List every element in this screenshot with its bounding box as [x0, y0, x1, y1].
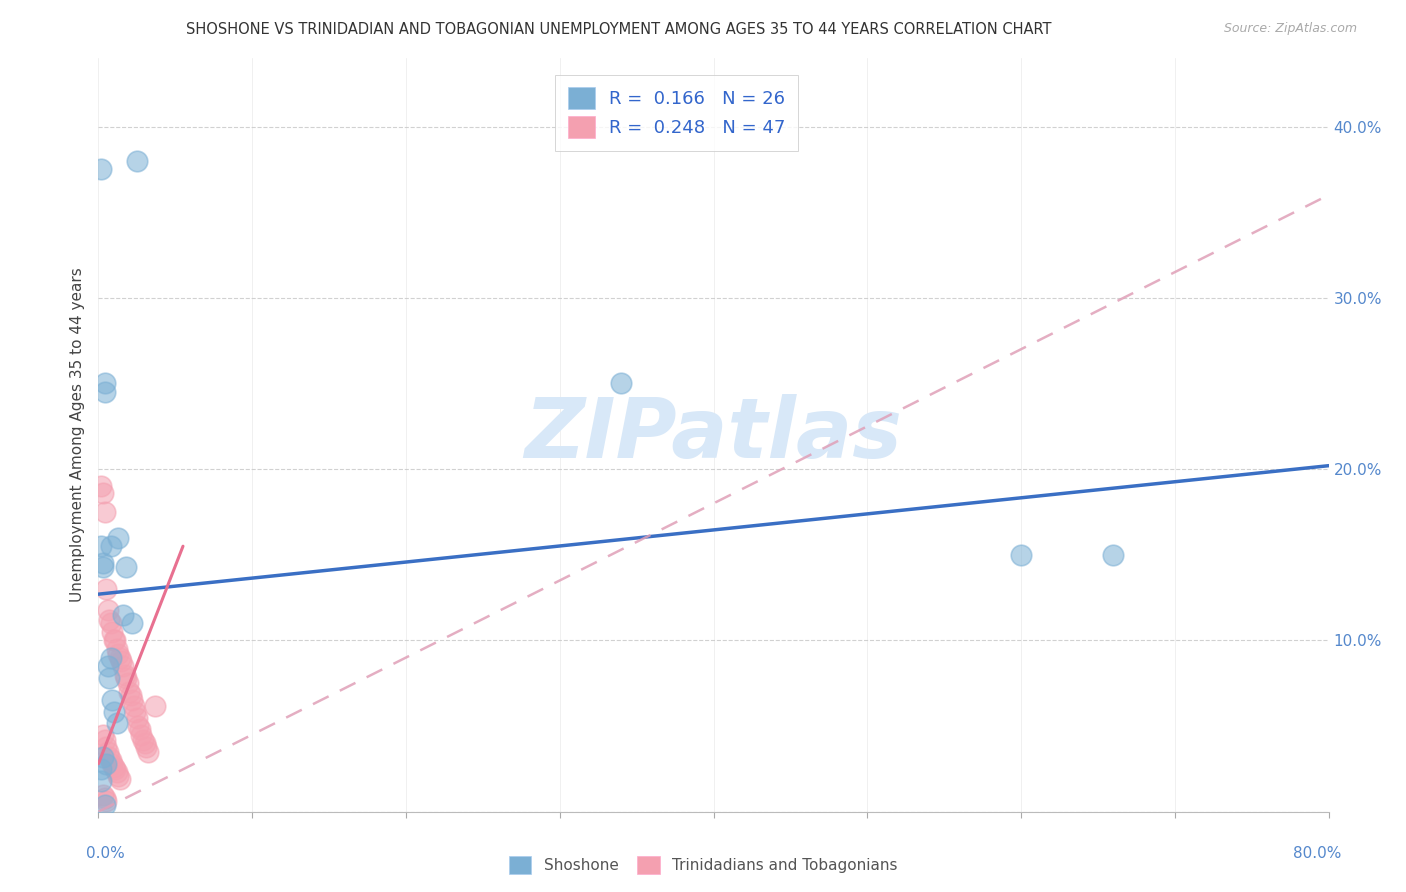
Point — [98, 613, 121, 627]
Point — [1010, 548, 1032, 562]
Point — [134, 736, 156, 750]
Point — [100, 539, 122, 553]
Point — [136, 745, 159, 759]
Legend: R =  0.166   N = 26, R =  0.248   N = 47: R = 0.166 N = 26, R = 0.248 N = 47 — [555, 75, 799, 151]
Point — [143, 698, 166, 713]
Point — [115, 559, 138, 574]
Text: ZIPatlas: ZIPatlas — [524, 394, 903, 475]
Point — [108, 650, 131, 665]
Point — [114, 667, 136, 681]
Point — [135, 739, 157, 754]
Point — [91, 486, 114, 500]
Point — [101, 624, 124, 639]
Point — [107, 531, 129, 545]
Point — [115, 671, 138, 685]
Point — [100, 616, 122, 631]
Point — [90, 539, 112, 553]
Point — [93, 505, 115, 519]
Point — [104, 633, 127, 648]
Point — [110, 654, 132, 668]
Text: SHOSHONE VS TRINIDADIAN AND TOBAGONIAN UNEMPLOYMENT AMONG AGES 35 TO 44 YEARS CO: SHOSHONE VS TRINIDADIAN AND TOBAGONIAN U… — [186, 22, 1052, 37]
Point — [127, 719, 149, 733]
Point — [97, 745, 120, 759]
Point — [105, 642, 128, 657]
Point — [1102, 548, 1125, 562]
Point — [91, 559, 114, 574]
Point — [105, 715, 128, 730]
Point — [94, 794, 117, 808]
Point — [93, 384, 115, 399]
Point — [125, 710, 148, 724]
Point — [93, 797, 115, 812]
Point — [91, 750, 114, 764]
Point — [112, 659, 135, 673]
Point — [93, 376, 115, 391]
Point — [103, 760, 125, 774]
Point — [98, 671, 121, 685]
Point — [124, 706, 146, 720]
Point — [90, 479, 112, 493]
Point — [101, 693, 124, 707]
Point — [94, 739, 117, 754]
Point — [97, 659, 120, 673]
Point — [610, 376, 633, 391]
Point — [122, 698, 145, 713]
Point — [108, 772, 131, 787]
Point — [98, 750, 121, 764]
Point — [107, 769, 129, 783]
Point — [100, 753, 122, 767]
Point — [107, 647, 129, 661]
Point — [94, 582, 117, 596]
Point — [125, 153, 148, 168]
Point — [91, 557, 114, 571]
Point — [91, 728, 114, 742]
Point — [103, 706, 125, 720]
Y-axis label: Unemployment Among Ages 35 to 44 years: Unemployment Among Ages 35 to 44 years — [69, 268, 84, 602]
Point — [121, 616, 143, 631]
Point — [117, 676, 139, 690]
Text: 0.0%: 0.0% — [86, 846, 125, 861]
Point — [121, 693, 143, 707]
Text: Source: ZipAtlas.com: Source: ZipAtlas.com — [1223, 22, 1357, 36]
Point — [93, 732, 115, 747]
Point — [129, 723, 152, 737]
Point — [132, 732, 155, 747]
Point — [131, 728, 153, 742]
Text: 80.0%: 80.0% — [1292, 846, 1341, 861]
Point — [100, 650, 122, 665]
Point — [91, 788, 114, 802]
Point — [93, 791, 115, 805]
Point — [97, 602, 120, 616]
Point — [105, 765, 128, 780]
Point — [118, 685, 141, 699]
Point — [112, 607, 135, 622]
Point — [90, 762, 112, 776]
Point — [90, 162, 112, 177]
Point — [101, 756, 124, 771]
Point — [90, 773, 112, 788]
Point — [103, 633, 125, 648]
Point — [94, 756, 117, 771]
Legend: Shoshone, Trinidadians and Tobagonians: Shoshone, Trinidadians and Tobagonians — [502, 850, 904, 880]
Point — [104, 762, 127, 776]
Point — [120, 688, 142, 702]
